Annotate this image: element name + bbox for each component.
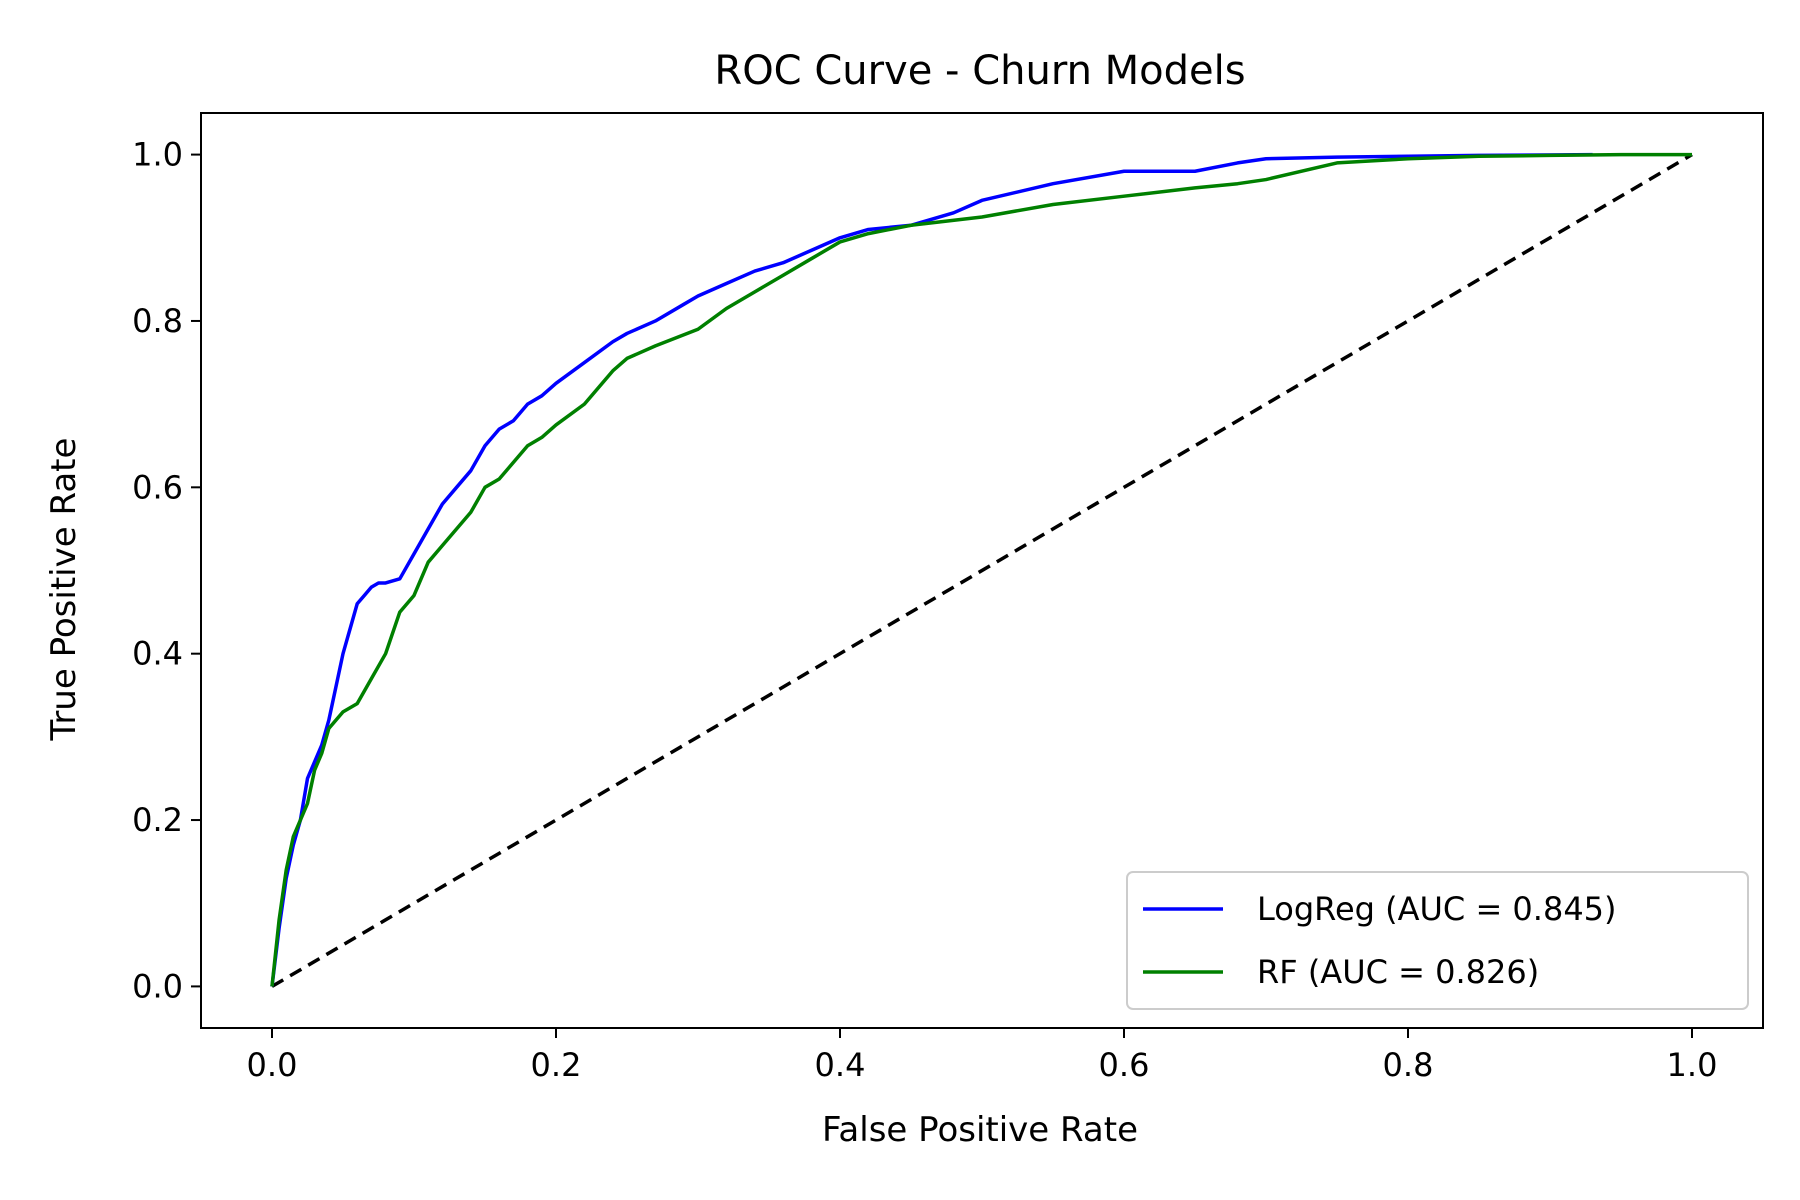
x-tick-label: 0.8 [1383, 1046, 1434, 1084]
x-tick-label: 0.4 [815, 1046, 866, 1084]
chart-title: ROC Curve - Churn Models [714, 48, 1245, 94]
legend-label-logreg: LogReg (AUC = 0.845) [1257, 890, 1617, 928]
legend-label-rf: RF (AUC = 0.826) [1257, 953, 1539, 991]
y-tick-label: 1.0 [132, 136, 183, 174]
series-line-rf [270, 152, 1692, 987]
y-tick-label: 0.0 [132, 967, 183, 1005]
legend-box [1126, 871, 1749, 1010]
x-tick-label: 0.2 [531, 1046, 582, 1084]
x-axis-label: False Positive Rate [822, 1110, 1138, 1150]
y-tick-label: 0.6 [132, 468, 183, 506]
legend: LogReg (AUC = 0.845) RF (AUC = 0.826) [1126, 871, 1749, 1010]
y-tick-label: 0.2 [132, 801, 183, 839]
y-tick-label: 0.4 [132, 635, 183, 673]
y-tick-label: 0.8 [132, 302, 183, 340]
reference-diagonal-line [271, 153, 1693, 988]
x-tick-label: 0.6 [1099, 1046, 1150, 1084]
y-axis-label: True Positive Rate [44, 438, 84, 742]
axes-frame [200, 112, 1764, 1029]
plot-area: 0.0 0.2 0.4 0.6 0.8 1.0 0.0 0.2 0.4 0.6 0.8 1.0 [132, 112, 1764, 1084]
series-line-logreg [270, 152, 1593, 987]
x-tick-label: 1.0 [1667, 1046, 1718, 1084]
x-tick-label: 0.0 [247, 1046, 298, 1084]
